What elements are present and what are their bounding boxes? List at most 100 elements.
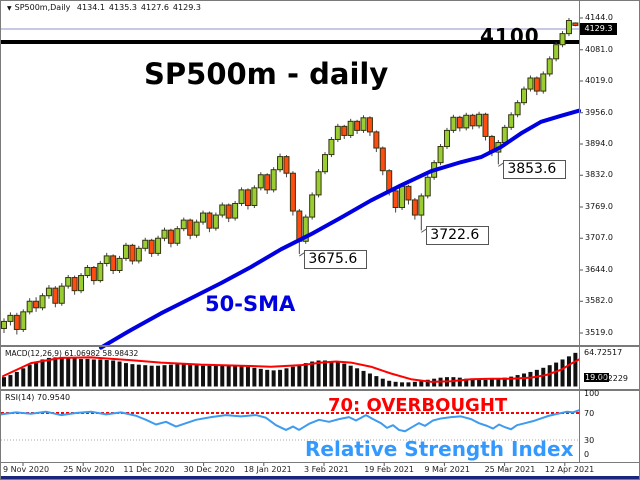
bull-candle — [1, 320, 7, 329]
bull-candle — [135, 247, 142, 262]
macd-bar — [290, 366, 295, 387]
macd-bar — [220, 364, 225, 387]
macd-bar — [162, 365, 167, 387]
macd-bar — [284, 368, 289, 387]
macd-bar — [470, 379, 475, 387]
bear-candle — [469, 114, 476, 127]
quote-header: ▼ SP500m,Daily 4134.1 4135.3 4127.6 4129.3 — [7, 3, 205, 12]
bear-candle — [373, 131, 380, 149]
bull-candle — [78, 275, 85, 292]
panel-separator[interactable] — [1, 389, 639, 391]
bull-candle — [559, 33, 566, 46]
macd-bar — [66, 357, 71, 387]
macd-bar — [496, 378, 501, 387]
rsi-level-label: 30 — [584, 436, 595, 446]
bull-candle — [232, 202, 239, 219]
macd-bar — [226, 365, 231, 387]
macd-bar — [297, 364, 302, 387]
macd-bar — [374, 376, 379, 387]
quote-close: 4129.3 — [172, 3, 201, 12]
macd-bar — [355, 368, 360, 387]
macd-axis-max-label: 64.72517 — [584, 348, 623, 357]
date-label: 3 Feb 2021 — [304, 465, 349, 474]
bear-candle — [264, 174, 271, 191]
macd-bar — [27, 364, 32, 387]
panel-separator[interactable] — [1, 345, 639, 347]
bull-candle — [514, 102, 521, 116]
price-axis-label: 3519.0 — [585, 328, 613, 337]
bull-candle — [26, 300, 33, 313]
macd-bar — [104, 359, 109, 387]
bull-candle — [463, 114, 470, 129]
axis-separator — [1, 462, 639, 463]
macd-value-tag: 19.00 — [584, 373, 609, 382]
macd-bar — [303, 363, 308, 387]
bull-candle — [238, 189, 245, 204]
bull-candle — [315, 171, 322, 196]
macd-bar — [464, 378, 469, 387]
bear-candle — [386, 170, 393, 192]
macd-bar — [245, 366, 250, 387]
price-axis-label: 3582.0 — [585, 296, 613, 306]
macd-bar — [149, 365, 154, 387]
macd-bar — [207, 365, 212, 387]
bull-candle — [424, 176, 431, 197]
macd-bar — [554, 362, 559, 387]
date-label: 25 Nov 2020 — [63, 465, 115, 474]
bull-candle — [508, 114, 515, 128]
macd-bar — [91, 359, 96, 387]
macd-bar — [425, 379, 430, 387]
macd-bar — [528, 371, 533, 387]
macd-bar — [477, 379, 482, 387]
bull-candle — [7, 314, 14, 322]
macd-bar — [515, 375, 520, 387]
macd-bar — [85, 358, 90, 387]
bear-candle — [341, 125, 348, 136]
bull-candle — [501, 126, 508, 143]
sma-line — [99, 108, 581, 350]
bull-candle — [39, 295, 46, 309]
macd-bar — [534, 369, 539, 387]
bear-candle — [354, 120, 361, 131]
bear-candle — [296, 210, 303, 242]
macd-bar — [79, 358, 84, 387]
bull-candle — [84, 266, 91, 277]
bear-candle — [572, 22, 579, 26]
bull-candle — [418, 195, 425, 216]
bear-candle — [13, 314, 20, 330]
rsi-annotation: Relative Strength Index — [305, 437, 574, 461]
bear-candle — [456, 116, 463, 129]
rsi-level-label: 70 — [584, 409, 595, 419]
bull-candle — [142, 239, 149, 249]
callout-label: 3722.6 — [426, 226, 490, 246]
bull-candle — [521, 88, 528, 104]
overbought-annotation: 70: OVERBOUGHT — [328, 395, 508, 416]
symbol-dropdown-icon[interactable]: ▼ — [7, 5, 12, 12]
macd-bar — [34, 361, 39, 387]
macd-bar — [21, 368, 26, 387]
macd-bar — [181, 364, 186, 387]
macd-bar — [59, 357, 64, 387]
macd-signal-line — [2, 356, 580, 383]
bear-candle — [244, 189, 251, 206]
quote-open: 4134.1 — [76, 3, 105, 12]
bull-candle — [546, 58, 553, 75]
hline-4100-label: 4100 — [480, 24, 540, 48]
bear-candle — [379, 147, 386, 172]
macd-bar — [367, 373, 372, 387]
macd-bar — [188, 364, 193, 387]
macd-bar — [502, 377, 507, 387]
bull-candle — [322, 154, 328, 173]
bear-candle — [206, 212, 213, 229]
bull-candle — [161, 229, 168, 239]
macd-bar — [117, 361, 122, 387]
bull-candle — [97, 262, 104, 282]
macd-bar — [547, 365, 552, 387]
macd-bar — [522, 373, 527, 387]
bear-candle — [366, 117, 373, 133]
bull-candle — [212, 214, 219, 229]
bear-candle — [52, 287, 59, 304]
macd-bar — [316, 360, 321, 387]
